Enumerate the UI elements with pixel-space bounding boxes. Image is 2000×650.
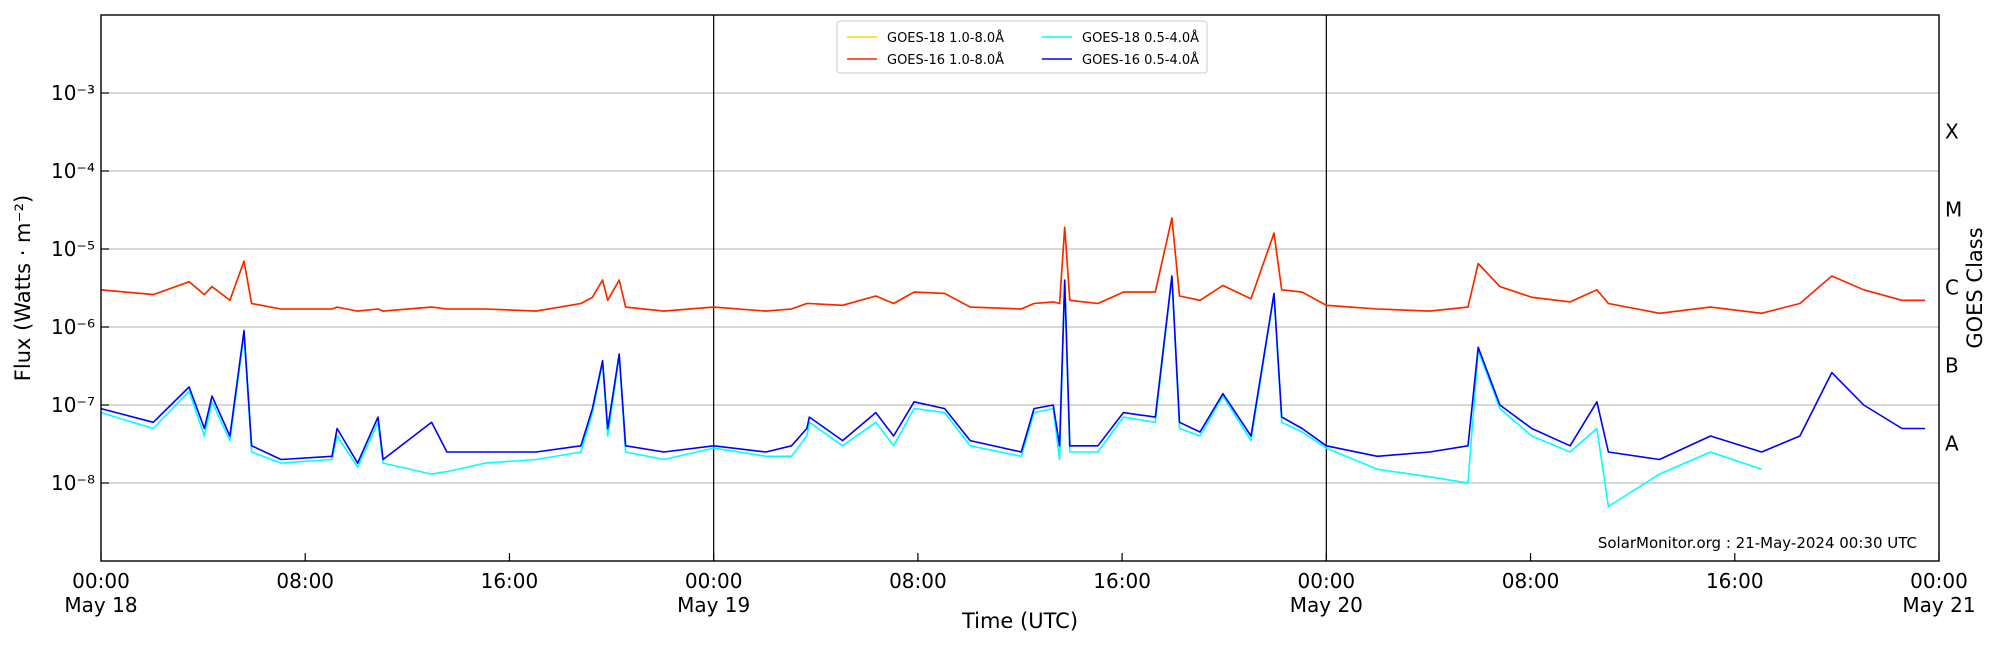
y-tick-label: 10⁻⁵	[51, 237, 95, 261]
y2-tick-label: X	[1945, 120, 1959, 144]
y-tick-label: 10⁻⁴	[51, 159, 95, 183]
series-line	[100, 276, 1762, 508]
legend-label: GOES-16 0.5-4.0Å	[1082, 52, 1199, 68]
legend-label: GOES-18 1.0-8.0Å	[887, 30, 1004, 46]
legend-box	[836, 20, 1208, 74]
annotation: SolarMonitor.org : 21-May-2024 00:30 UTC	[1598, 534, 1917, 552]
x-tick-label: 00:00 May 21	[1902, 569, 1975, 617]
plot-frame	[100, 14, 1940, 562]
x-axis-label: Time (UTC)	[961, 609, 1078, 633]
x-tick-label: 16:00	[1706, 569, 1764, 593]
y2-tick-label: C	[1945, 276, 1959, 300]
y-tick-label: 10⁻⁶	[51, 315, 95, 339]
y-tick-label: 10⁻³	[51, 81, 95, 105]
y2-tick-label: A	[1945, 432, 1959, 456]
x-tick-label: 08:00	[276, 569, 334, 593]
x-tick-label: 00:00 May 18	[64, 569, 137, 617]
y2-tick-label: M	[1945, 198, 1962, 222]
legend-label: GOES-18 0.5-4.0Å	[1082, 30, 1199, 46]
x-tick-label: 00:00 May 20	[1290, 569, 1363, 617]
x-tick-label: 08:00	[1502, 569, 1560, 593]
y-axis-label: Flux (Watts · m⁻²)	[11, 195, 35, 381]
series-line	[100, 217, 1925, 315]
y2-tick-label: B	[1945, 354, 1959, 378]
y-tick-label: 10⁻⁸	[51, 471, 95, 495]
series-line	[100, 275, 1925, 464]
x-tick-label: 16:00	[481, 569, 539, 593]
x-tick-label: 16:00	[1093, 569, 1151, 593]
x-tick-label: 00:00 May 19	[677, 569, 750, 617]
x-tick-label: 08:00	[889, 569, 947, 593]
legend-label: GOES-16 1.0-8.0Å	[887, 52, 1004, 68]
y2-axis-label: GOES Class	[1963, 227, 1987, 348]
y-tick-label: 10⁻⁷	[51, 393, 95, 417]
series-line	[100, 217, 1762, 315]
